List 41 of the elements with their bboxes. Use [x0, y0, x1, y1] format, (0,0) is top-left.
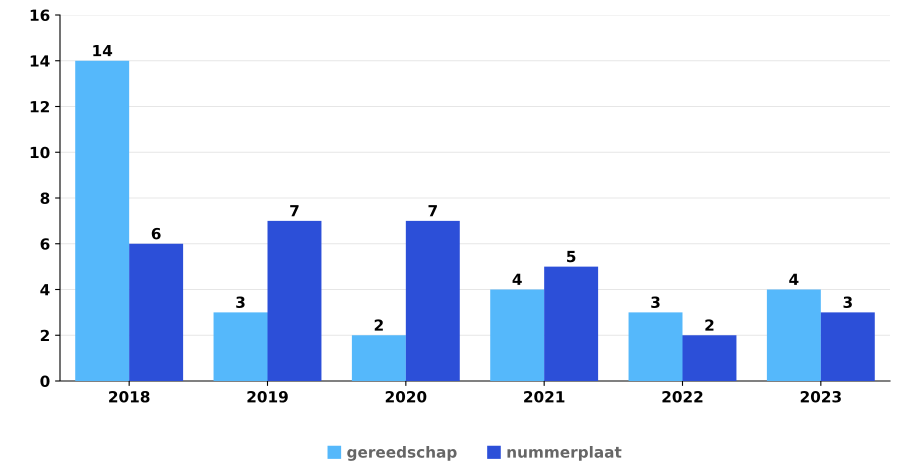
bar — [766, 290, 821, 381]
bar — [820, 312, 875, 381]
bar — [352, 335, 406, 381]
y-tick-label: 10 — [30, 146, 50, 158]
x-tick-label: 2022 — [662, 390, 702, 403]
data-label: 7 — [290, 205, 299, 216]
bar — [490, 290, 544, 381]
y-tick-label: 4 — [40, 284, 50, 296]
data-label: 4 — [789, 274, 798, 285]
data-label: 3 — [236, 296, 245, 308]
y-tick-label: 8 — [40, 192, 50, 204]
bar — [214, 312, 268, 381]
y-tick-label: 0 — [40, 375, 50, 388]
legend-label: nummerplaat — [507, 446, 622, 461]
data-label: 5 — [567, 250, 576, 262]
y-tick-label: 12 — [30, 100, 49, 112]
data-label: 3 — [651, 296, 660, 308]
x-tick-label: 2018 — [109, 390, 150, 403]
x-tick-label: 2020 — [386, 390, 426, 403]
data-label: 2 — [374, 319, 383, 331]
data-label: 4 — [512, 274, 522, 285]
y-tick-label: 6 — [40, 238, 50, 250]
bar — [544, 266, 598, 381]
x-tick-label: 2021 — [524, 390, 564, 403]
y-tick-label: 2 — [40, 330, 49, 342]
bar — [268, 220, 322, 381]
bar — [682, 335, 736, 381]
data-label: 3 — [844, 296, 852, 308]
bar — [129, 244, 184, 381]
bar — [75, 60, 130, 381]
legend-label: gereedschap — [347, 446, 457, 461]
bar — [628, 312, 682, 381]
data-label: 7 — [428, 205, 437, 216]
x-tick-label: 2023 — [800, 390, 841, 403]
y-tick-label: 14 — [30, 55, 50, 67]
x-tick-label: 2019 — [247, 390, 288, 403]
y-tick-label: 16 — [30, 9, 50, 22]
data-label: 14 — [93, 45, 112, 56]
bar — [406, 220, 460, 381]
data-label: 2 — [705, 319, 714, 331]
data-label: 6 — [152, 228, 161, 240]
